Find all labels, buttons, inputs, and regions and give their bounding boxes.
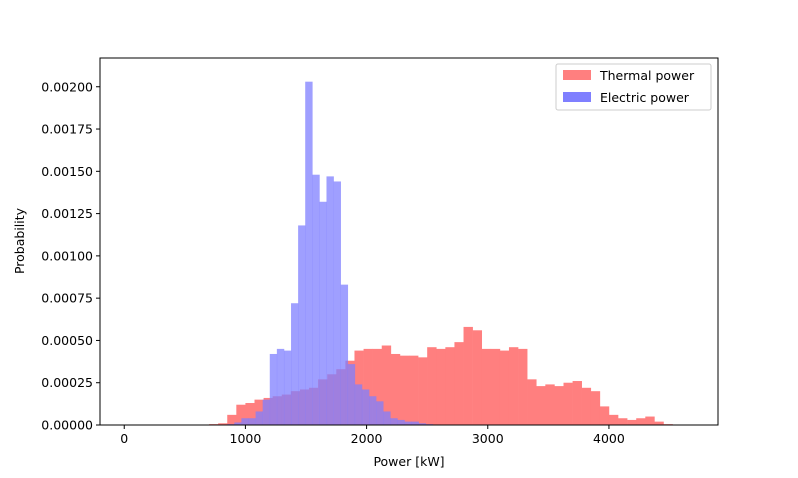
legend-box [555,63,712,111]
x-axis-ticks: 0 1000 2000 3000 4000 [120,425,625,446]
thermal-power-bar [618,418,628,425]
electric-power-bar [298,225,306,425]
y-axis-ticks: 0.00000 0.00025 0.00050 0.00075 0.00100 0.001… [41,79,100,433]
thermal-power-bar [590,391,601,425]
y-tick-label: 0.00050 [41,333,93,348]
electric-power-bar [319,201,327,425]
electric-power-bar [361,389,370,425]
plot-frame [99,57,719,426]
electric-power-bar [262,399,271,425]
x-axis-label: Power [kW] [373,454,444,469]
thermal-power-bar [527,379,537,425]
thermal-power-bar [481,348,492,425]
y-tick-label: 0.00100 [41,248,93,263]
thermal-power-bar [572,381,582,425]
thermal-power-bar [472,330,483,425]
y-tick-label: 0.00025 [41,375,93,390]
thermal-power-bar [436,348,446,425]
thermal-power-bar [399,355,410,425]
thermal-power-bar [427,347,437,425]
thermal-power-bar [390,353,401,425]
thermal-power-bar [381,345,392,425]
electric-power-bar [383,411,391,425]
thermal-power-bar [636,418,646,425]
thermal-power-bar [508,347,519,425]
x-tick-label: 0 [120,431,128,446]
thermal-power-bar [236,404,246,425]
y-tick-label: 0.00200 [41,79,93,94]
thermal-power-bar [490,348,501,425]
thermal-power-bar [518,348,528,425]
y-axis-label: Probability [12,207,27,274]
electric-power-bar [418,423,427,425]
legend: Thermal power Electric power [555,63,712,111]
electric-power-legend-swatch [563,92,591,102]
thermal-power-bar [218,423,228,425]
thermal-power-bar [563,382,573,425]
thermal-power-bar [409,355,419,425]
thermal-power-legend-swatch [563,70,591,80]
electric-power-bar [404,421,412,425]
thermal-power-bar [245,403,255,425]
thermal-power-bar [645,416,655,425]
electric-power-legend-label: Electric power [600,90,690,105]
thermal-power-bar [554,386,564,425]
thermal-power-bar [418,357,428,425]
electric-power-bar [305,81,313,426]
x-tick-label: 2000 [351,431,383,446]
x-tick-label: 4000 [593,431,625,446]
electric-power-bar [312,174,320,425]
thermal-power-bar [608,414,619,425]
thermal-power-bar [599,406,610,425]
electric-power-bar [276,348,285,425]
y-tick-label: 0.00000 [41,418,93,433]
thermal-power-bar [654,421,664,425]
y-tick-label: 0.00150 [41,164,93,179]
thermal-power-bar [372,348,383,425]
thermal-power-bar [454,342,464,425]
electric-power-bar [354,384,363,425]
electric-power-bar [241,418,249,425]
y-tick-label: 0.00175 [41,122,93,137]
electric-power-bar [291,303,299,425]
y-tick-label: 0.00125 [41,206,93,221]
x-tick-label: 3000 [472,431,504,446]
y-tick-label: 0.00075 [41,291,93,306]
electric-power-bar [376,401,384,425]
electric-power-bar [390,418,398,425]
electric-power-bar [369,396,377,425]
electric-power-bars [227,81,441,426]
electric-power-bar [283,350,292,425]
thermal-power-bar [445,347,455,425]
thermal-power-bar [581,387,592,425]
thermal-power-bar [499,350,510,425]
electric-power-bar [411,421,419,425]
electric-power-bar [269,353,278,425]
thermal-power-bar [227,414,237,425]
thermal-power-bar [545,384,555,425]
thermal-power-bar [363,348,373,425]
thermal-power-bar [627,419,637,425]
electric-power-bar [234,422,242,425]
electric-power-bar [333,181,341,425]
thermal-power-legend-label: Thermal power [599,68,695,83]
electric-power-bar [340,284,349,425]
x-tick-label: 1000 [230,431,262,446]
thermal-power-bar [536,386,546,425]
thermal-power-bar [463,326,473,425]
electric-power-bar [397,419,405,425]
electric-power-bar [248,418,256,425]
electric-power-bar [255,411,263,425]
electric-power-bar [326,176,334,425]
electric-power-bar [347,364,356,425]
